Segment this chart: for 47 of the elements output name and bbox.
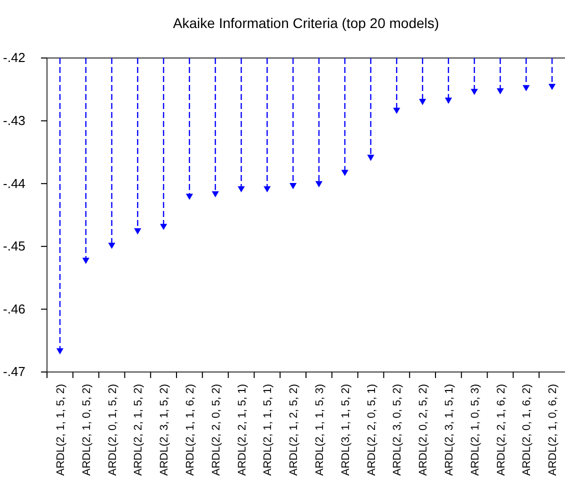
x-tick-label: ARDL(2, 2, 1, 5, 2) [132,384,145,476]
x-tick-label: ARDL(2, 2, 0, 5, 1) [366,384,378,476]
point [418,98,426,106]
point [108,242,116,249]
point [238,186,245,192]
x-tick-label: ARDL(2, 2, 1, 6, 2) [495,384,508,476]
point [393,108,400,114]
point [522,85,530,92]
point [470,88,478,96]
x-tick-label: ARDL(2, 3, 0, 5, 2) [392,384,404,476]
point [134,228,142,234]
x-tick-label: ARDL(2, 2, 0, 5, 2) [210,384,222,476]
x-tick-label: ARDL(2, 0, 2, 5, 2) [418,384,430,476]
x-tick-label: ARDL(2, 1, 1, 5, 3) [314,384,326,476]
x-tick-label: ARDL(2, 1, 1, 6, 2) [184,384,196,476]
x-tick-label: ARDL(2, 2, 1, 5, 1) [236,384,248,476]
x-tick-label: ARDL(2, 1, 0, 5, 3) [469,384,482,476]
point [444,98,452,104]
point [212,191,219,198]
point [367,154,374,161]
x-tick-label: ARDL(2, 3, 1, 5, 2) [158,384,171,476]
y-tick-label: -.43 [3,112,26,128]
point [289,183,297,190]
point [496,88,504,94]
x-tick-label: ARDL(2, 3, 1, 5, 1) [443,384,456,476]
y-tick-label: -.42 [3,50,26,66]
point [82,258,90,264]
point [264,186,271,192]
point [186,194,194,200]
x-tick-label: ARDL(2, 1, 0, 6, 2) [547,384,560,476]
x-tick-label: ARDL(2, 0, 1, 5, 2) [106,384,119,476]
x-tick-label: ARDL(2, 1, 2, 5, 2) [288,384,300,476]
y-tick-label: -.47 [3,364,26,380]
point [315,181,323,188]
y-tick-label: -.45 [3,238,26,254]
x-tick-label: ARDL(2, 1, 0, 5, 2) [80,384,93,476]
point [160,224,168,230]
chart-title: Akaike Information Criteria (top 20 models) [172,15,440,31]
y-tick-label: -.44 [3,176,26,191]
point [548,84,556,90]
y-tick-label: -.46 [3,301,26,316]
x-tick-label: ARDL(2, 1, 1, 5, 2) [54,384,67,476]
x-tick-label: ARDL(3, 1, 1, 5, 2) [340,384,352,476]
x-tick-label: ARDL(2, 0, 1, 6, 2) [521,384,534,476]
point [56,348,64,354]
point [341,170,348,176]
x-tick-label: ARDL(2, 1, 1, 5, 1) [262,384,274,476]
